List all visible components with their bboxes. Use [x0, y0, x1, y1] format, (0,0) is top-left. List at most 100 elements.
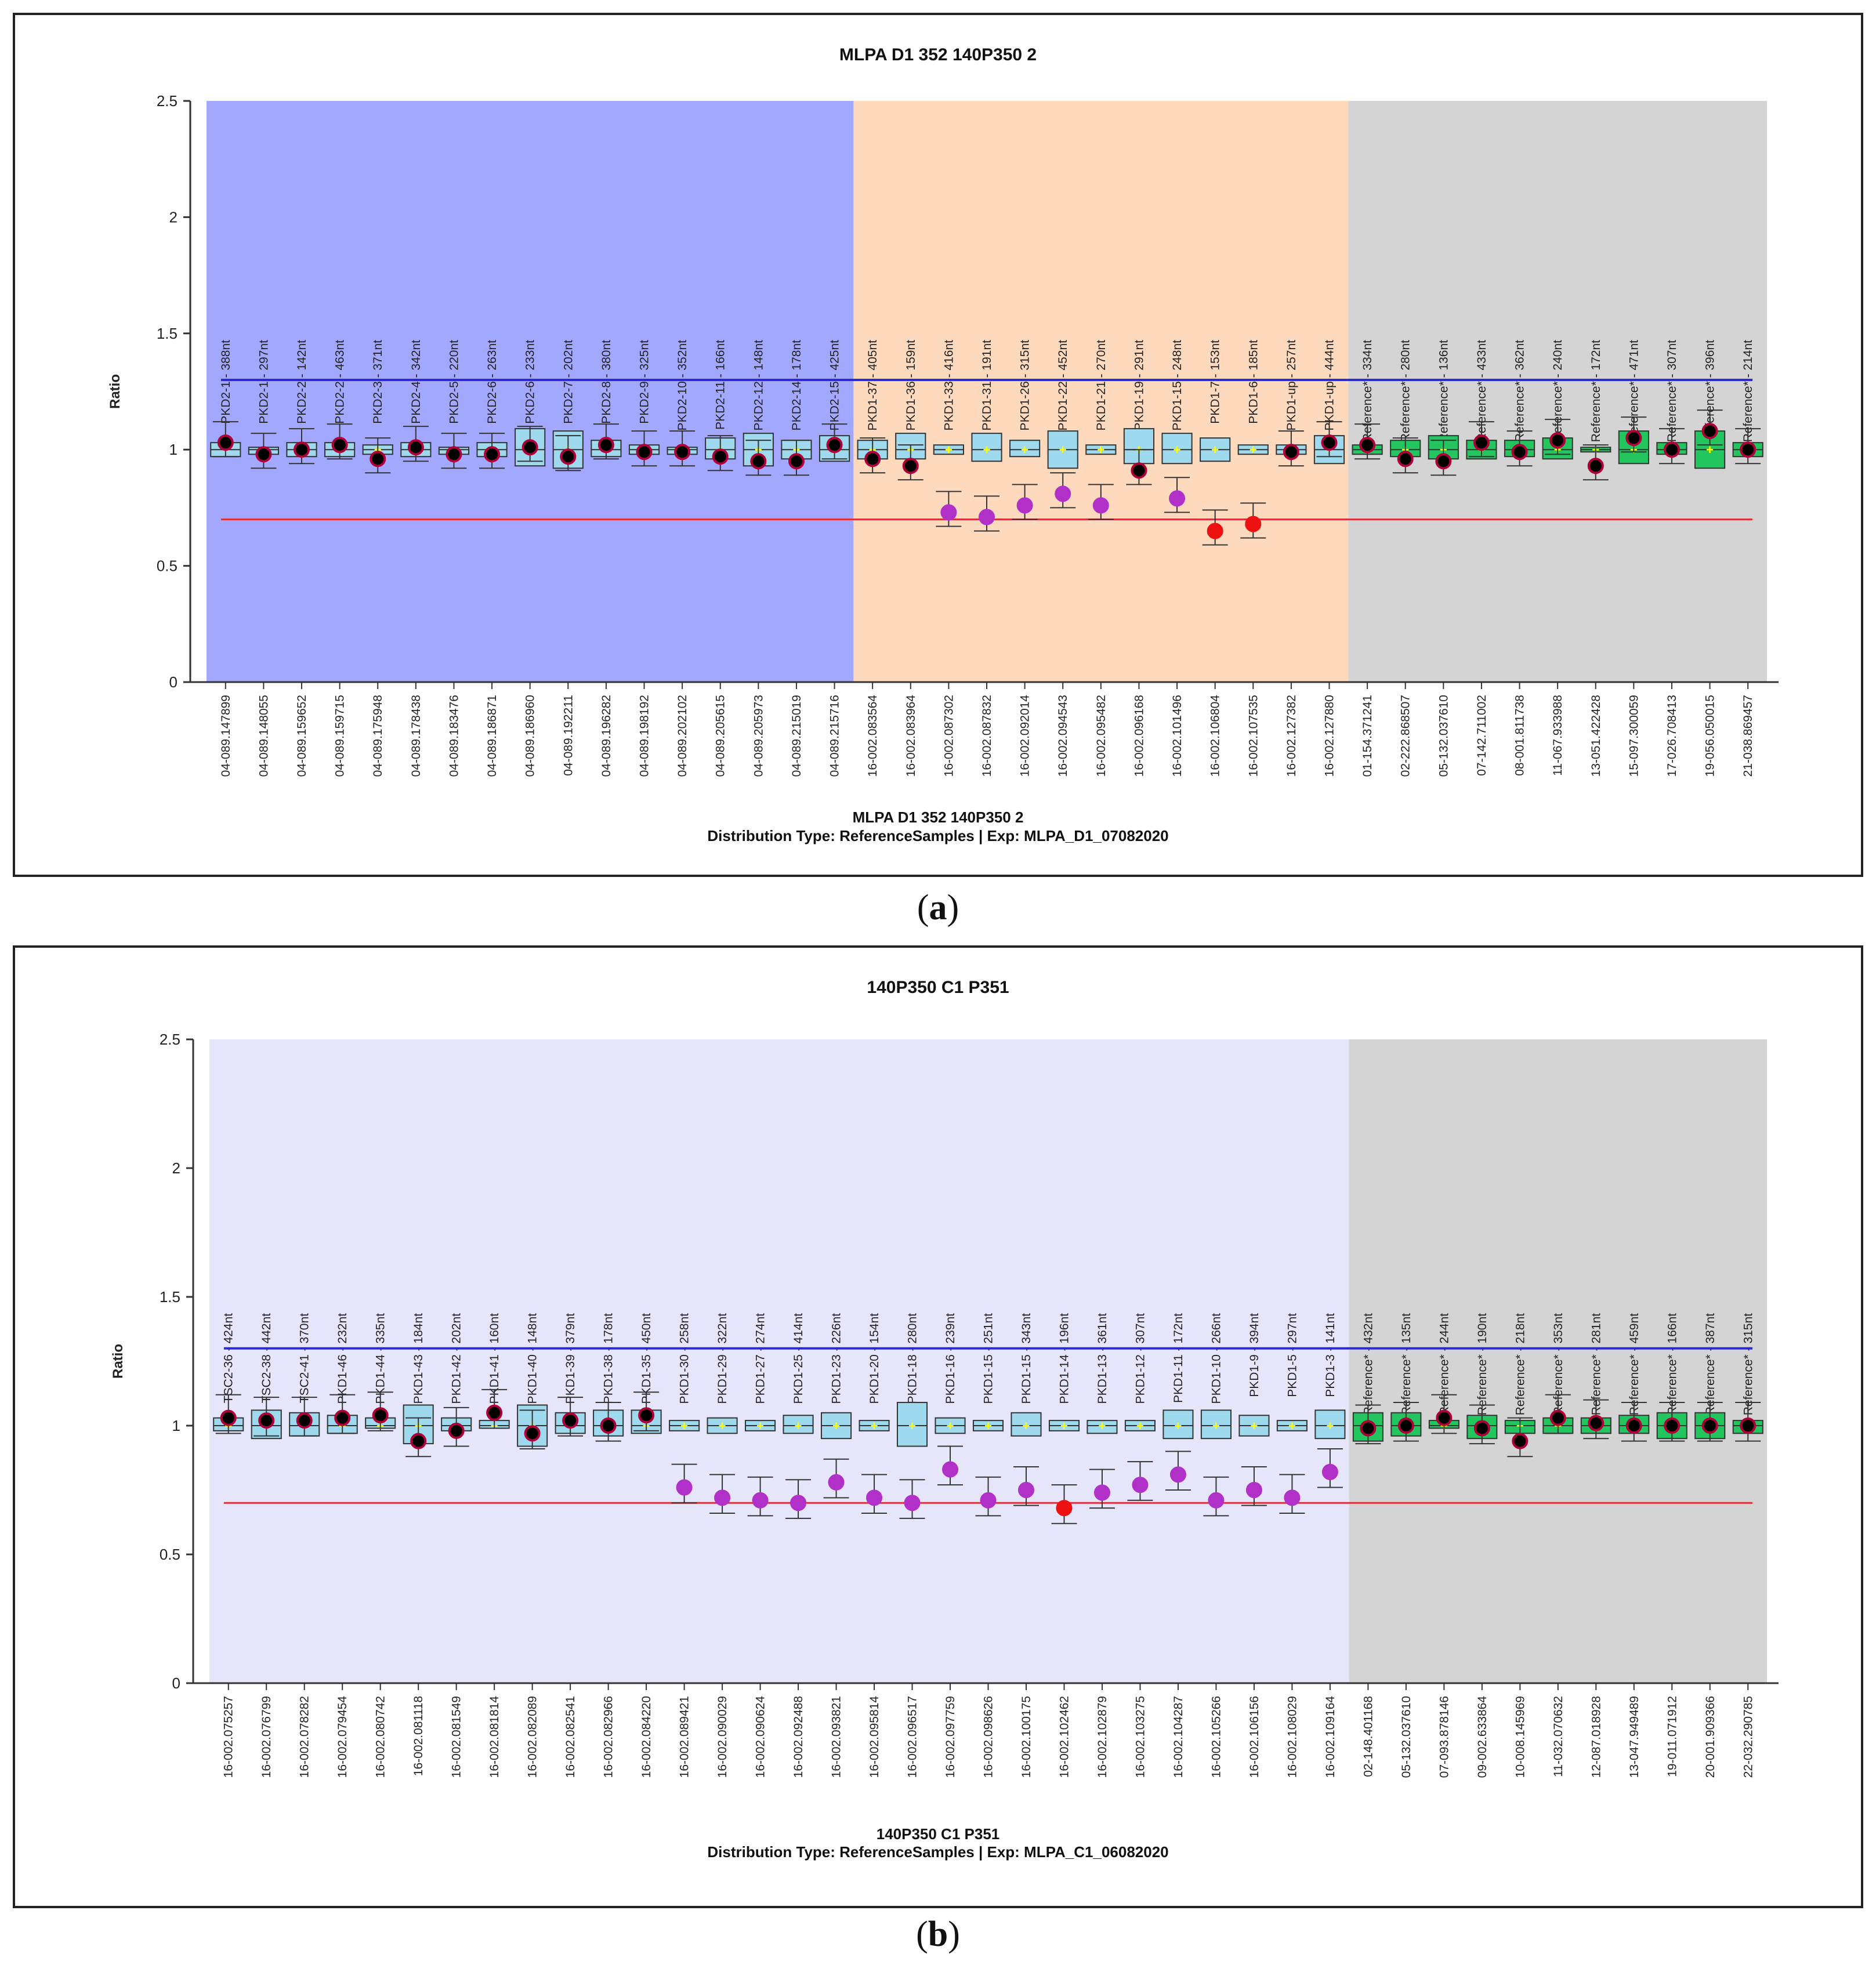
probe-label: PKD1-15 - 248nt: [1171, 340, 1184, 431]
probe-ratio-dot: [600, 1418, 617, 1434]
position-label: 04-089.215019: [790, 695, 803, 777]
probe-label: PKD1-42 - 202nt: [450, 1313, 463, 1404]
probe-ratio-dot: [1245, 516, 1262, 532]
y-tick-label: 2: [172, 1159, 180, 1177]
probe-median-marker: +: [908, 1419, 916, 1433]
probe-ratio-dot: [1435, 453, 1452, 470]
probe-ratio-dot: [1245, 1482, 1262, 1498]
position-label: 16-002.101496: [1171, 695, 1184, 777]
probe-box: [1011, 1412, 1042, 1437]
probe-ratio-dot: [220, 1409, 237, 1426]
probe-label: PKD1-19 - 291nt: [1132, 340, 1146, 431]
probe-label: PKD1-36 - 159nt: [904, 340, 918, 431]
caption-a: (a): [0, 887, 1876, 929]
caption-b-letter: b: [928, 1915, 948, 1954]
caption-b-open: (: [916, 1915, 928, 1954]
position-label: 04-089.159652: [295, 695, 309, 777]
probe-label: PKD1-29 - 322nt: [716, 1313, 729, 1404]
probe-ratio-dot: [1740, 441, 1757, 458]
probe-label: PKD1-31 - 191nt: [980, 340, 994, 431]
probe-box: [971, 433, 1002, 462]
position-label: 16-002.096517: [906, 1696, 919, 1778]
y-axis-label: Ratio: [110, 1344, 126, 1379]
position-label: 16-002.092488: [792, 1696, 805, 1778]
probe-ratio-dot: [1169, 490, 1186, 507]
probe-ratio-dot: [752, 1492, 769, 1509]
probe-label: Reference* - 281nt: [1589, 1313, 1603, 1415]
position-label: 16-002.090624: [754, 1696, 767, 1778]
caption-b: (b): [0, 1914, 1876, 1955]
probe-label: PKD2-12 - 148nt: [752, 340, 765, 431]
position-label: 16-002.102879: [1096, 1696, 1109, 1778]
probe-ratio-dot: [217, 434, 234, 451]
position-label: 16-002.105266: [1209, 1696, 1223, 1778]
probe-label: Reference* - 459nt: [1628, 1313, 1641, 1415]
region-background: [1349, 1039, 1767, 1683]
position-label: 16-002.106804: [1209, 695, 1222, 777]
probe-ratio-dot: [1092, 497, 1109, 514]
probe-ratio-dot: [826, 437, 843, 454]
probe-ratio-dot: [1701, 1418, 1718, 1434]
probe-label: Reference* - 136nt: [1437, 340, 1450, 442]
probe-label: Reference* - 433nt: [1475, 340, 1489, 442]
y-tick-label: 1.5: [160, 1288, 180, 1306]
probe-ratio-dot: [712, 448, 729, 465]
probe-ratio-dot: [597, 437, 614, 454]
probe-label: Reference* - 334nt: [1361, 340, 1374, 442]
position-label: 13-051.422428: [1589, 695, 1603, 777]
probe-ratio-dot: [902, 458, 919, 474]
position-label: 05-132.037610: [1400, 1696, 1413, 1778]
probe-label: PKD1-up - 444nt: [1323, 340, 1336, 431]
probe-label: PKD2-2 - 142nt: [295, 340, 309, 424]
probe-ratio-dot: [674, 444, 691, 461]
probe-label: PKD1-26 - 315nt: [1019, 340, 1032, 431]
position-label: 21-038.869457: [1741, 695, 1755, 777]
probe-label: PKD1-27 - 274nt: [754, 1313, 767, 1404]
position-label: 16-002.087832: [980, 695, 994, 777]
probe-ratio-dot: [1588, 1415, 1605, 1431]
probe-label: Reference* - 214nt: [1741, 340, 1755, 442]
probe-ratio-dot: [407, 439, 424, 456]
probe-ratio-dot: [1132, 1477, 1149, 1494]
probe-label: PKD2-8 - 380nt: [600, 340, 613, 424]
probe-label: PKD2-4 - 342nt: [410, 340, 423, 424]
probe-ratio-dot: [788, 453, 805, 470]
probe-median-marker: +: [1250, 1419, 1258, 1433]
probe-label: PKD1-40 - 148nt: [526, 1313, 539, 1404]
probe-ratio-dot: [942, 1461, 959, 1478]
probe-ratio-dot: [1321, 1463, 1338, 1480]
probe-ratio-dot: [296, 1412, 313, 1429]
probe-ratio-dot: [864, 451, 881, 467]
region-background: [1348, 101, 1767, 682]
y-tick-label: 1: [172, 1417, 180, 1434]
probe-median-marker: +: [1097, 443, 1104, 457]
position-label: 16-002.104287: [1172, 1696, 1185, 1778]
probe-label: PKD1-44 - 335nt: [374, 1313, 387, 1404]
probe-label: PKD1-16 - 239nt: [944, 1313, 957, 1404]
probe-label: PKD1-22 - 452nt: [1056, 340, 1070, 431]
boxplot-chart-a: MLPA D1 352 140P350 2 0 0.5 1 1.5 2 2.5 Ratio PK…: [107, 45, 1779, 844]
probe-label: PKD1-15 - 251nt: [982, 1313, 995, 1404]
position-label: 02-222.868507: [1399, 695, 1413, 777]
position-label: 16-002.083564: [866, 695, 879, 777]
probe-ratio-dot: [1512, 1433, 1529, 1449]
probe-median-marker: +: [984, 1419, 992, 1433]
region-background: [207, 101, 854, 682]
position-label: 04-089.202102: [676, 695, 689, 777]
position-label: 04-089.215716: [828, 695, 842, 777]
probe-ratio-dot: [1321, 434, 1338, 451]
probe-median-marker: +: [719, 1419, 726, 1433]
probe-median-marker: +: [795, 1419, 802, 1433]
probe-ratio-dot: [1284, 1489, 1301, 1506]
probe-label: PKD1-14 - 196nt: [1057, 1313, 1071, 1404]
probe-ratio-dot: [484, 446, 501, 463]
y-axis-label: Ratio: [107, 374, 123, 409]
position-label: 11-032.070632: [1552, 1696, 1565, 1777]
chart-title: 140P350 C1 P351: [867, 978, 1009, 997]
position-label: 16-002.096168: [1132, 695, 1146, 777]
probe-ratio-dot: [448, 1422, 465, 1439]
position-label: 01-154.371241: [1361, 695, 1374, 777]
probe-label: PKD2-3 - 371nt: [371, 340, 385, 424]
probe-ratio-dot: [828, 1474, 845, 1491]
y-tick-label: 1: [169, 441, 178, 458]
